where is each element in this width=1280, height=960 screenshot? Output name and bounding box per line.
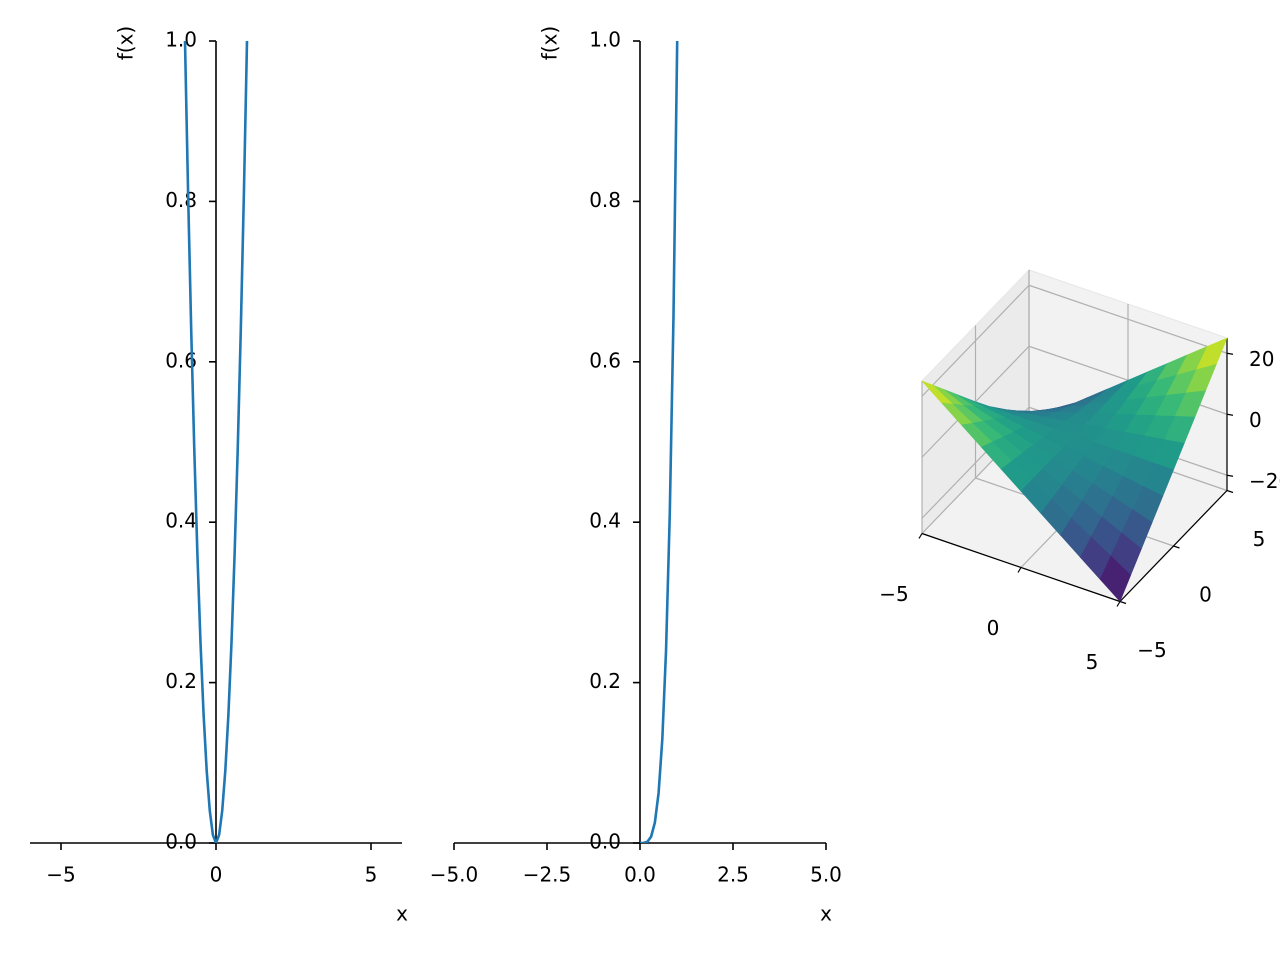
surface-patch xyxy=(1099,555,1132,603)
z-tick xyxy=(1226,352,1234,355)
z-tick-label: 0 xyxy=(1249,408,1262,432)
y-tick-label: −5 xyxy=(1137,638,1166,662)
y-tick-label: 0.4 xyxy=(165,509,197,533)
y-tick xyxy=(1226,489,1234,494)
x-tick-label: −5.0 xyxy=(430,863,479,887)
y-tick-label: 1.0 xyxy=(589,28,621,52)
x-tick xyxy=(1017,567,1022,573)
x-tick-label: −5 xyxy=(46,863,75,887)
z-tick-label: 20 xyxy=(1249,347,1274,371)
y-tick-label: 0.2 xyxy=(589,669,621,693)
line-series xyxy=(639,41,679,843)
y-tick xyxy=(1119,600,1127,605)
x-tick xyxy=(918,533,923,539)
y-tick-label: 0.8 xyxy=(165,188,197,212)
z-tick-label: −20 xyxy=(1249,469,1280,493)
y-tick-label: 0.2 xyxy=(165,669,197,693)
y-tick xyxy=(1173,545,1180,549)
line-series xyxy=(183,41,249,843)
y-tick-label: 0 xyxy=(1199,583,1212,607)
x-tick-label: 0.0 xyxy=(624,863,656,887)
y-axis-label: f(x) xyxy=(538,26,562,60)
x-tick-label: 5 xyxy=(365,863,378,887)
y-tick-label: 0.6 xyxy=(589,348,621,372)
x-tick-label: 0 xyxy=(210,863,223,887)
y-tick-label: 0.0 xyxy=(165,830,197,854)
x-axis-label: x xyxy=(396,902,408,926)
y-tick-label: 0.0 xyxy=(589,830,621,854)
y-tick-label: 0.8 xyxy=(589,188,621,212)
y-axis-label: f(x) xyxy=(114,26,138,60)
x-tick-label: −5 xyxy=(879,582,908,606)
grid-line xyxy=(1028,284,1228,354)
x-tick-label: 5 xyxy=(1086,650,1099,674)
y-tick-label: 0.4 xyxy=(589,509,621,533)
y-tick-label: 1.0 xyxy=(165,28,197,52)
y-tick-label: 5 xyxy=(1253,527,1266,551)
grid-line xyxy=(921,284,1030,397)
x-tick-label: −2.5 xyxy=(523,863,572,887)
x-tick-label: 5.0 xyxy=(810,863,842,887)
z-tick xyxy=(1226,413,1234,416)
x-tick-label: 0 xyxy=(987,616,1000,640)
x-axis-label: x xyxy=(820,902,832,926)
z-tick xyxy=(1226,474,1234,477)
x-tick-label: 2.5 xyxy=(717,863,749,887)
x-tick xyxy=(1116,601,1121,607)
